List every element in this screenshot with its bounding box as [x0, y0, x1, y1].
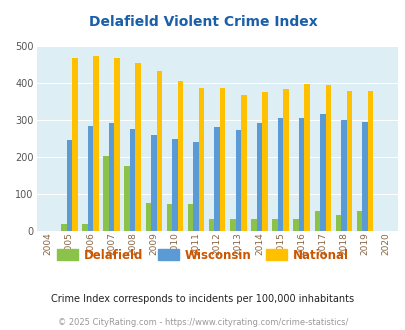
Bar — [362, 122, 367, 231]
Bar — [283, 89, 288, 231]
Bar — [298, 118, 304, 231]
Bar — [166, 204, 172, 231]
Bar — [214, 127, 220, 231]
Bar — [356, 211, 362, 231]
Bar — [93, 56, 98, 231]
Bar — [235, 130, 241, 231]
Bar — [341, 120, 346, 231]
Bar — [193, 142, 198, 231]
Bar — [151, 135, 156, 231]
Bar — [272, 219, 277, 231]
Legend: Delafield, Wisconsin, National: Delafield, Wisconsin, National — [52, 244, 353, 266]
Bar — [220, 88, 225, 231]
Bar — [262, 92, 267, 231]
Bar — [293, 219, 298, 231]
Bar — [325, 85, 330, 231]
Bar — [230, 219, 235, 231]
Bar — [109, 123, 114, 231]
Bar — [209, 219, 214, 231]
Text: Crime Index corresponds to incidents per 100,000 inhabitants: Crime Index corresponds to incidents per… — [51, 294, 354, 304]
Bar — [177, 81, 183, 231]
Bar — [145, 203, 151, 231]
Bar — [135, 63, 141, 231]
Bar — [251, 219, 256, 231]
Bar — [314, 211, 319, 231]
Bar — [87, 126, 93, 231]
Bar — [304, 84, 309, 231]
Bar — [66, 141, 72, 231]
Bar — [277, 118, 283, 231]
Bar — [241, 95, 246, 231]
Bar — [156, 71, 162, 231]
Bar — [346, 90, 352, 231]
Bar — [72, 58, 77, 231]
Bar — [82, 224, 87, 231]
Bar — [256, 123, 262, 231]
Bar — [172, 139, 177, 231]
Bar — [335, 215, 341, 231]
Bar — [130, 129, 135, 231]
Bar — [198, 87, 204, 231]
Bar — [367, 91, 373, 231]
Text: Delafield Violent Crime Index: Delafield Violent Crime Index — [88, 15, 317, 29]
Bar — [61, 224, 66, 231]
Text: © 2025 CityRating.com - https://www.cityrating.com/crime-statistics/: © 2025 CityRating.com - https://www.city… — [58, 318, 347, 327]
Bar — [103, 156, 109, 231]
Bar — [188, 204, 193, 231]
Bar — [124, 166, 130, 231]
Bar — [114, 58, 119, 231]
Bar — [319, 114, 325, 231]
